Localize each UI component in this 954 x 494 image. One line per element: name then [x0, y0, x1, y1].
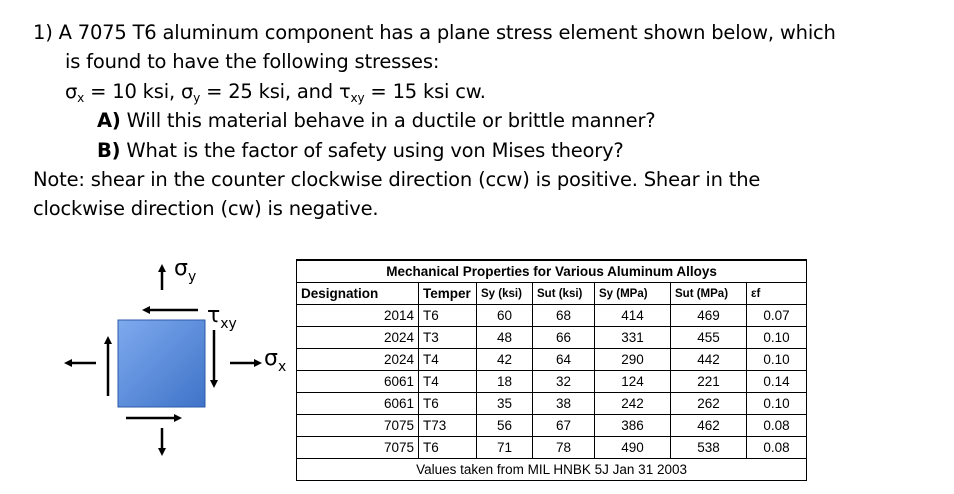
cell-sut-ksi: 64: [532, 348, 595, 371]
table-row: 6061 T4 18 32 124 221 0.14: [296, 370, 808, 393]
sigma-x-label: σx: [264, 346, 287, 375]
cell-sut-ksi: 78: [532, 436, 595, 459]
col-header: Sy (ksi): [476, 282, 533, 305]
table-header-row: Designation Temper Sy (ksi) Sut (ksi) Sy…: [296, 282, 808, 305]
cell-designation: 6061: [296, 370, 419, 393]
table-row: 2024 T4 42 64 290 442 0.10: [296, 348, 808, 371]
col-header: Designation: [296, 282, 419, 305]
sigma-x-value: = 10 ksi,: [84, 79, 181, 103]
sigma-y-symbol: σ: [180, 79, 194, 103]
question-a-text: Will this material behave in a ductile o…: [120, 109, 656, 133]
cell-sy-mpa: 414: [594, 304, 671, 327]
table-footnote: Values taken from MIL HNBK 5J Jan 31 200…: [295, 458, 808, 481]
cell-sy-ksi: 48: [476, 326, 533, 349]
note-line-1: Note: shear in the counter clockwise dir…: [33, 167, 761, 191]
sigma-y-value: = 25 ksi, and: [200, 79, 339, 103]
cell-designation: 7075: [296, 436, 419, 459]
cell-sy-ksi: 35: [476, 392, 533, 415]
cell-sut-ksi: 67: [532, 414, 595, 437]
tau-xy-value: = 15 ksi cw.: [364, 79, 486, 103]
question-b-label: B): [97, 138, 121, 162]
cell-sut-ksi: 68: [532, 304, 595, 327]
col-header: Temper: [418, 282, 477, 305]
cell-temper: T4: [418, 348, 477, 371]
cell-sut-mpa: 462: [670, 414, 747, 437]
col-header: εf: [745, 282, 808, 305]
cell-ef: 0.14: [745, 370, 808, 393]
cell-sy-mpa: 331: [594, 326, 671, 349]
table-row: 2024 T3 48 66 331 455 0.10: [296, 326, 808, 349]
col-header: Sut (ksi): [532, 282, 595, 305]
question-a-label: A): [97, 109, 121, 133]
table-row: 2014 T6 60 68 414 469 0.07: [296, 304, 808, 327]
cell-designation: 2014: [296, 304, 419, 327]
cell-ef: 0.08: [745, 414, 808, 437]
table-row: 7075 T73 56 67 386 462 0.08: [296, 414, 808, 437]
cell-temper: T73: [418, 414, 477, 437]
problem-line-1: 1) A 7075 T6 aluminum component has a pl…: [33, 21, 836, 44]
sigma-y-subscript: y: [193, 91, 201, 105]
tau-xy-label: τxy: [207, 303, 237, 332]
cell-sy-mpa: 242: [594, 392, 671, 415]
cell-sut-ksi: 32: [532, 370, 595, 393]
cell-ef: 0.10: [745, 326, 808, 349]
cell-sy-mpa: 386: [594, 414, 671, 437]
cell-sy-ksi: 42: [476, 348, 533, 371]
cell-sut-mpa: 221: [670, 370, 747, 393]
stress-element: [117, 319, 206, 408]
cell-sy-ksi: 71: [476, 436, 533, 459]
cell-sut-mpa: 262: [670, 392, 747, 415]
question-b-text: What is the factor of safety using von M…: [120, 138, 624, 162]
cell-designation: 2024: [296, 348, 419, 371]
col-header: Sut (MPa): [670, 282, 747, 305]
table-row: 7075 T6 71 78 490 538 0.08: [296, 436, 808, 459]
cell-sy-mpa: 290: [594, 348, 671, 371]
cell-sy-ksi: 56: [476, 414, 533, 437]
cell-sy-ksi: 18: [476, 370, 533, 393]
cell-ef: 0.07: [745, 304, 808, 327]
question-b: B) What is the factor of safety using vo…: [33, 136, 836, 165]
cell-temper: T4: [418, 370, 477, 393]
question-a: A) Will this material behave in a ductil…: [33, 106, 836, 135]
cell-temper: T3: [418, 326, 477, 349]
tau-xy-subscript: xy: [350, 91, 365, 105]
cell-temper: T6: [418, 304, 477, 327]
table-row: 6061 T6 35 38 242 262 0.10: [296, 392, 808, 415]
cell-sy-ksi: 60: [476, 304, 533, 327]
cell-sut-mpa: 469: [670, 304, 747, 327]
problem-line-2: is found to have the following stresses:: [65, 50, 440, 74]
cell-designation: 7075: [296, 414, 419, 437]
given-stresses: σx = 10 ksi, σy = 25 ksi, and τxy = 15 k…: [33, 77, 836, 106]
table-title: Mechanical Properties for Various Alumin…: [295, 259, 808, 283]
note-line-2: clockwise direction (cw) is negative.: [33, 197, 379, 221]
col-header: Sy (MPa): [594, 282, 671, 305]
cell-designation: 2024: [296, 326, 419, 349]
cell-ef: 0.10: [745, 392, 808, 415]
cell-temper: T6: [418, 392, 477, 415]
problem-statement: 1) A 7075 T6 aluminum component has a pl…: [33, 18, 836, 224]
sigma-x-symbol: σ: [65, 79, 78, 103]
cell-sut-mpa: 538: [670, 436, 747, 459]
cell-sut-mpa: 455: [670, 326, 747, 349]
cell-ef: 0.08: [745, 436, 808, 459]
cell-sy-mpa: 124: [594, 370, 671, 393]
cell-ef: 0.10: [745, 348, 808, 371]
cell-sut-ksi: 66: [532, 326, 595, 349]
cell-sy-mpa: 490: [594, 436, 671, 459]
cell-temper: T6: [418, 436, 477, 459]
cell-sut-ksi: 38: [532, 392, 595, 415]
cell-sut-mpa: 442: [670, 348, 747, 371]
tau-xy-symbol: τ: [338, 79, 351, 103]
sigma-x-subscript: x: [77, 91, 85, 105]
cell-designation: 6061: [296, 392, 419, 415]
aluminum-properties-table: Mechanical Properties for Various Alumin…: [295, 259, 808, 481]
sigma-y-label: σy: [174, 256, 197, 285]
